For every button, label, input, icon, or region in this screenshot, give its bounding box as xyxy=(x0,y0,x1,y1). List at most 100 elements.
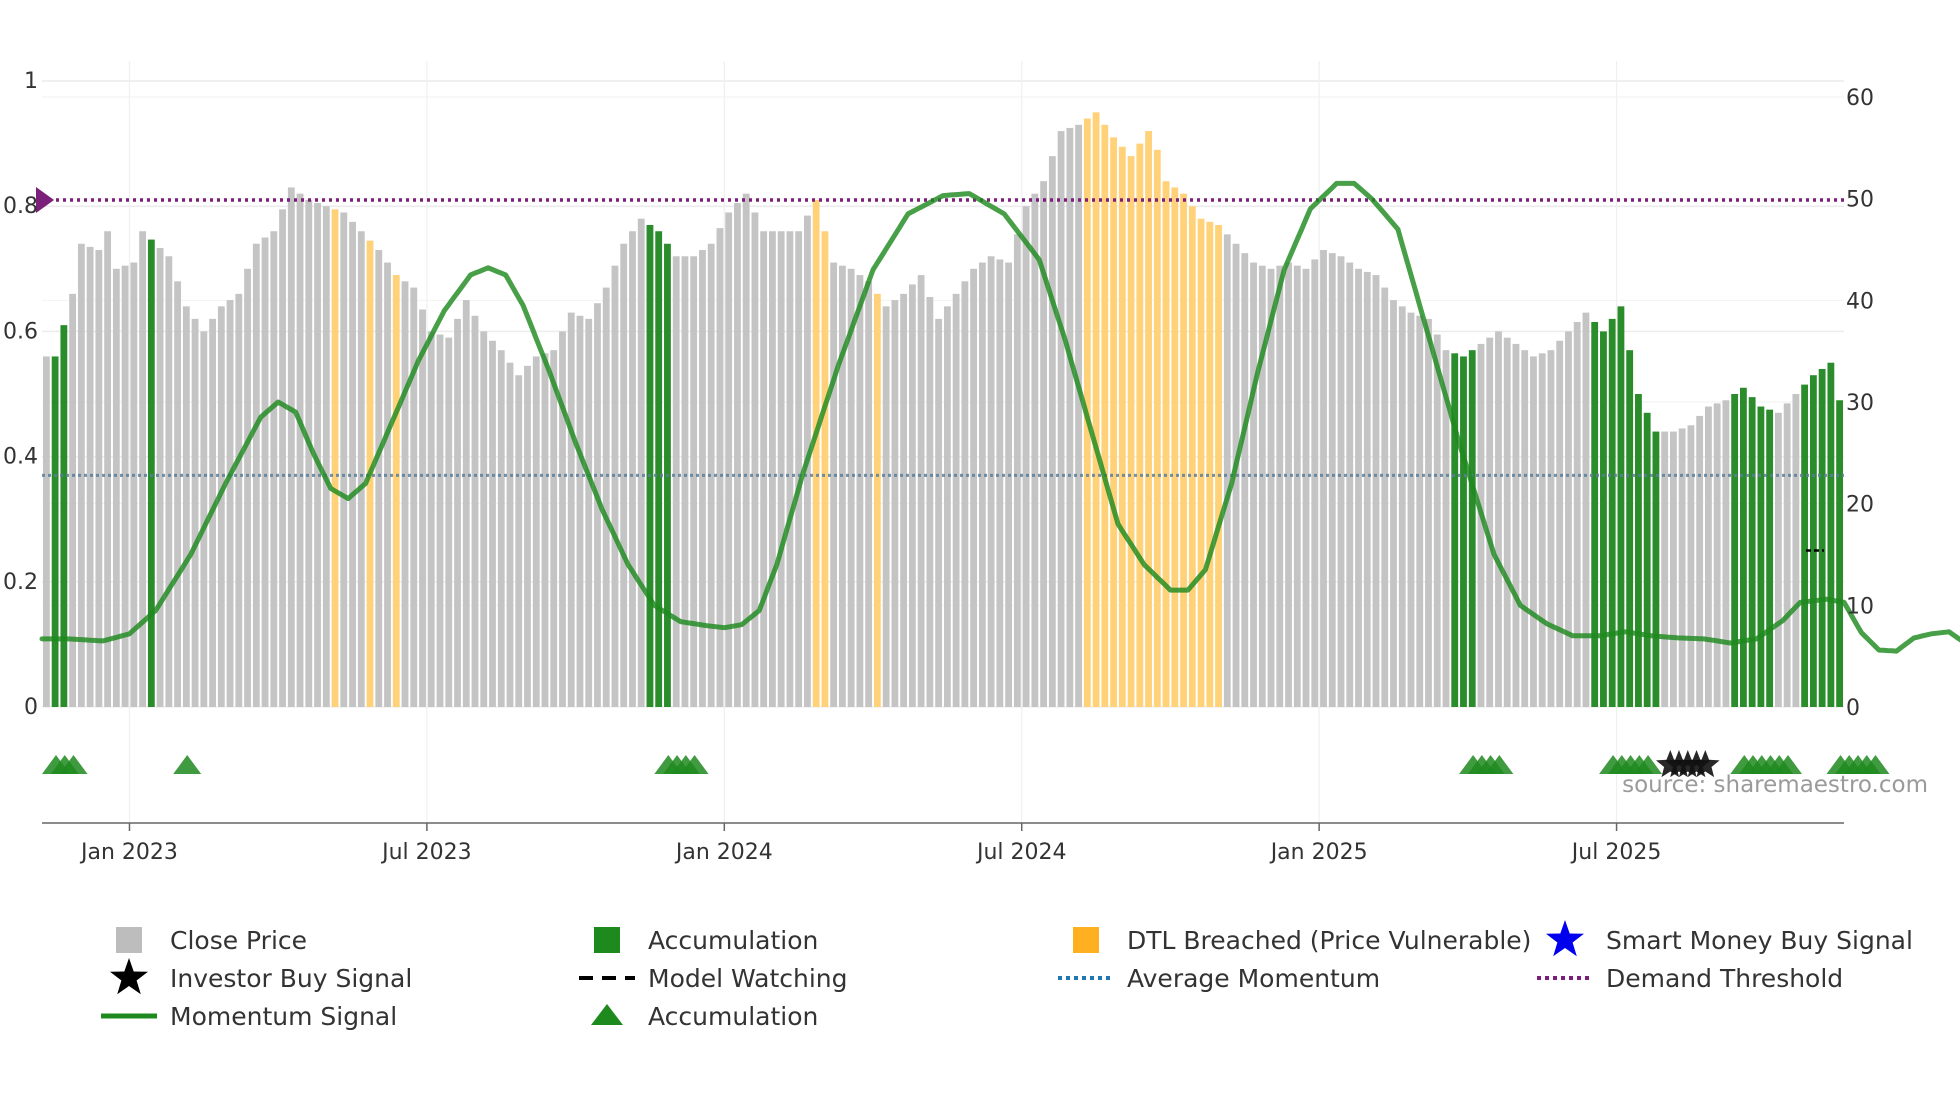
close-price-bar xyxy=(1066,127,1074,707)
close-price-bar xyxy=(1355,268,1362,707)
close-price-bar xyxy=(734,203,741,707)
close-price-bar xyxy=(287,187,295,708)
legend-item: Investor Buy Signal xyxy=(110,958,412,995)
close-price-bar xyxy=(261,237,269,707)
close-price-bar xyxy=(1337,256,1345,707)
close-price-bar xyxy=(961,281,969,707)
accumulation-bar xyxy=(1739,387,1747,707)
dtl-breached-bar xyxy=(1215,224,1222,708)
accumulation-bar xyxy=(1766,409,1774,707)
legend-item: Accumulation xyxy=(594,926,818,955)
close-price-bar xyxy=(847,268,855,707)
close-price-bar xyxy=(1328,253,1336,707)
close-price-bar xyxy=(1267,268,1275,707)
close-price-bar xyxy=(576,315,584,707)
close-price-bar xyxy=(384,262,391,707)
close-price-bar xyxy=(1792,394,1800,707)
left-tick-label: 0.8 xyxy=(3,194,38,219)
signal-strip xyxy=(42,750,1890,778)
close-price-bar xyxy=(611,265,619,707)
dtl-breached-bar xyxy=(1127,156,1135,707)
momentum-signal-series xyxy=(39,180,1960,654)
close-price-bar xyxy=(1075,124,1082,707)
close-price-bar xyxy=(777,231,785,708)
right-tick-label: 60 xyxy=(1846,86,1874,111)
close-price-bar xyxy=(532,356,540,707)
close-price-bar xyxy=(515,375,523,707)
close-price-bar xyxy=(524,365,531,707)
x-tick-label: Jan 2024 xyxy=(674,840,773,865)
close-price-bar xyxy=(139,231,147,708)
close-price-bar xyxy=(1311,259,1319,707)
close-price-bar xyxy=(357,231,365,708)
close-price-bar xyxy=(1521,350,1529,707)
legend-label: Accumulation xyxy=(648,926,818,955)
close-price-bar xyxy=(1582,312,1590,707)
accumulation-triangle xyxy=(680,755,709,774)
close-price-bar xyxy=(830,262,838,707)
close-price-bar xyxy=(987,256,995,707)
close-price-bar xyxy=(340,212,348,707)
legend-swatch xyxy=(594,927,620,953)
right-tick-label: 20 xyxy=(1846,493,1874,518)
dtl-breached-bar xyxy=(1118,146,1126,708)
close-price-bar xyxy=(585,318,593,707)
close-price-bar xyxy=(1320,250,1327,707)
dtl-breached-bar xyxy=(1101,124,1109,707)
close-price-bar xyxy=(86,246,94,707)
left-tick-label: 0.4 xyxy=(3,445,38,470)
close-price-bar xyxy=(891,300,899,707)
accumulation-bar xyxy=(1818,368,1826,707)
close-price-bar xyxy=(462,300,470,707)
close-price-bar xyxy=(1512,343,1520,707)
accumulation-bar xyxy=(1731,394,1739,707)
close-price-bar xyxy=(480,331,488,707)
dtl-breached-bar xyxy=(812,199,820,707)
close-price-bar xyxy=(1346,262,1354,707)
close-price-bar xyxy=(1547,350,1555,707)
close-price-bar xyxy=(1398,306,1406,707)
close-price-bar xyxy=(270,231,278,708)
accumulation-bar xyxy=(1748,397,1756,707)
close-price-bar xyxy=(786,231,794,708)
x-tick-label: Jan 2023 xyxy=(79,840,178,865)
dtl-breached-bar xyxy=(331,209,339,707)
legend-item: DTL Breached (Price Vulnerable) xyxy=(1073,926,1531,955)
accumulation-bar xyxy=(147,239,155,707)
close-price-bar xyxy=(856,275,864,707)
close-price-bar xyxy=(217,306,225,707)
accumulation-bar xyxy=(1757,406,1765,707)
left-tick-label: 1 xyxy=(24,69,38,94)
dtl-breached-bar xyxy=(1136,143,1144,708)
legend-item: Model Watching xyxy=(579,964,848,993)
x-axis: Jan 2023 Jul 2023 Jan 2024 Jul 2024 Jan 2025… xyxy=(42,822,1844,865)
close-price-bar xyxy=(1048,156,1056,707)
dtl-breached-bar xyxy=(392,275,400,707)
legend-item: Demand Threshold xyxy=(1537,964,1843,993)
legend-star-icon xyxy=(1546,920,1584,957)
dtl-breached-bar xyxy=(1171,187,1179,708)
accumulation-triangle xyxy=(1774,755,1803,774)
close-price-bar xyxy=(314,203,321,707)
accumulation-bar xyxy=(1617,306,1625,707)
close-price-bar xyxy=(436,334,444,707)
close-price-bar xyxy=(191,318,199,707)
close-price-bar xyxy=(1705,406,1712,707)
dtl-breached-bar xyxy=(873,293,881,707)
close-price-bar xyxy=(1363,271,1371,707)
close-price-bar xyxy=(349,221,356,707)
dtl-breached-bar xyxy=(1153,149,1161,708)
close-price-bar xyxy=(908,284,916,707)
close-price-bar xyxy=(410,287,418,707)
close-price-bar xyxy=(882,306,890,707)
close-price-bar xyxy=(1302,268,1310,707)
close-price-bar xyxy=(559,331,566,707)
legend-star-icon xyxy=(110,958,148,995)
legend-label: Close Price xyxy=(170,926,307,955)
close-price-bar xyxy=(95,250,103,707)
close-price-bar xyxy=(252,243,260,707)
close-price-bar xyxy=(1556,340,1564,707)
close-price-bar xyxy=(1031,193,1039,707)
accumulation-bar xyxy=(1652,431,1660,707)
